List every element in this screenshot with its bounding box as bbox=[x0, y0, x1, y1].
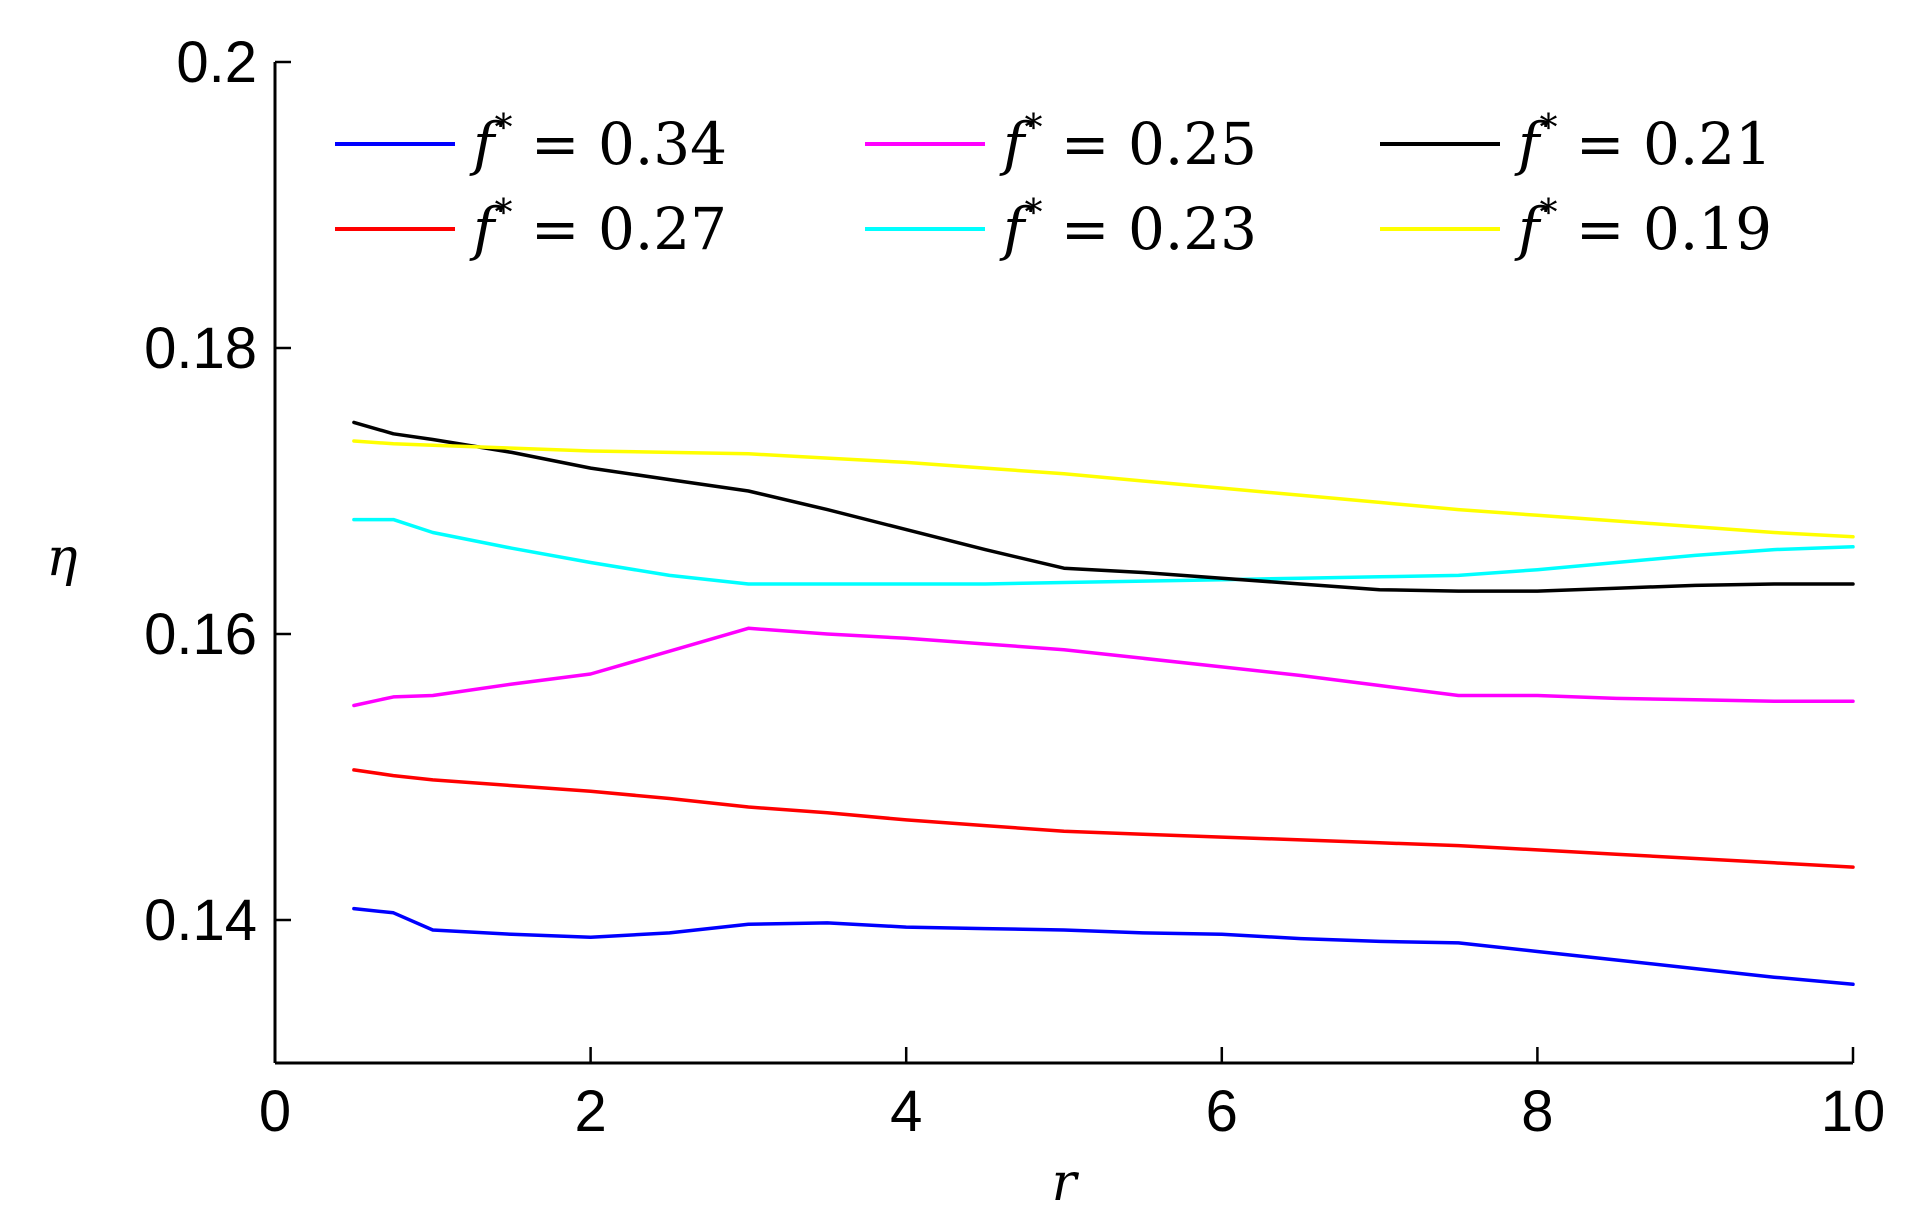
legend-item-0: f* = 0.34 bbox=[335, 108, 727, 178]
x-tick-label: 0 bbox=[259, 1079, 291, 1144]
series-line-0 bbox=[352, 906, 1855, 987]
legend-label-sup: * bbox=[494, 193, 512, 234]
x-tick-label: 4 bbox=[890, 1079, 922, 1144]
legend-label-sup: * bbox=[1024, 108, 1042, 149]
legend-label-rest: = 0.21 bbox=[1557, 110, 1772, 178]
y-tick-label: 0.16 bbox=[144, 602, 257, 667]
legend-item-2: f* = 0.25 bbox=[865, 108, 1257, 178]
series-line-2 bbox=[352, 626, 1855, 708]
legend-label-rest: = 0.19 bbox=[1557, 195, 1772, 263]
y-tick-label: 0.2 bbox=[176, 30, 257, 95]
series-group bbox=[352, 420, 1855, 987]
legend-label-sup: * bbox=[1539, 108, 1557, 149]
legend-item-4: f* = 0.21 bbox=[1380, 108, 1772, 178]
axes bbox=[273, 62, 1853, 1065]
legend-label-rest: = 0.25 bbox=[1042, 110, 1257, 178]
y-tick-label: 0.18 bbox=[144, 316, 257, 381]
series-line-4 bbox=[352, 420, 1855, 593]
series-line-3 bbox=[352, 517, 1855, 586]
x-tick-label: 2 bbox=[574, 1079, 606, 1144]
x-ticks: 0 2 4 6 8 10 bbox=[259, 1047, 1885, 1144]
y-tick-label: 0.14 bbox=[144, 888, 257, 953]
x-tick-label: 6 bbox=[1206, 1079, 1238, 1144]
series-line-5 bbox=[352, 439, 1855, 539]
legend-label: f* = 0.23 bbox=[999, 193, 1257, 263]
legend-label: f* = 0.34 bbox=[469, 108, 727, 178]
legend-label-rest: = 0.34 bbox=[512, 110, 727, 178]
series-line-1 bbox=[352, 768, 1855, 869]
legend-item-5: f* = 0.19 bbox=[1380, 193, 1772, 263]
legend-label-rest: = 0.27 bbox=[512, 195, 727, 263]
x-tick-label: 8 bbox=[1521, 1079, 1553, 1144]
legend: f* = 0.34f* = 0.27f* = 0.25f* = 0.23f* =… bbox=[335, 108, 1772, 263]
legend-label: f* = 0.19 bbox=[1514, 193, 1772, 263]
legend-label: f* = 0.21 bbox=[1514, 108, 1772, 178]
x-tick-label: 10 bbox=[1821, 1079, 1886, 1144]
legend-label: f* = 0.25 bbox=[999, 108, 1257, 178]
legend-label-sup: * bbox=[494, 108, 512, 149]
legend-label-rest: = 0.23 bbox=[1042, 195, 1257, 263]
legend-item-3: f* = 0.23 bbox=[865, 193, 1257, 263]
legend-label-sup: * bbox=[1539, 193, 1557, 234]
y-ticks: 0.14 0.16 0.18 0.2 bbox=[144, 30, 291, 953]
x-axis-label: r bbox=[1052, 1153, 1080, 1213]
y-axis-label: η bbox=[46, 528, 77, 588]
legend-label-sup: * bbox=[1024, 193, 1042, 234]
